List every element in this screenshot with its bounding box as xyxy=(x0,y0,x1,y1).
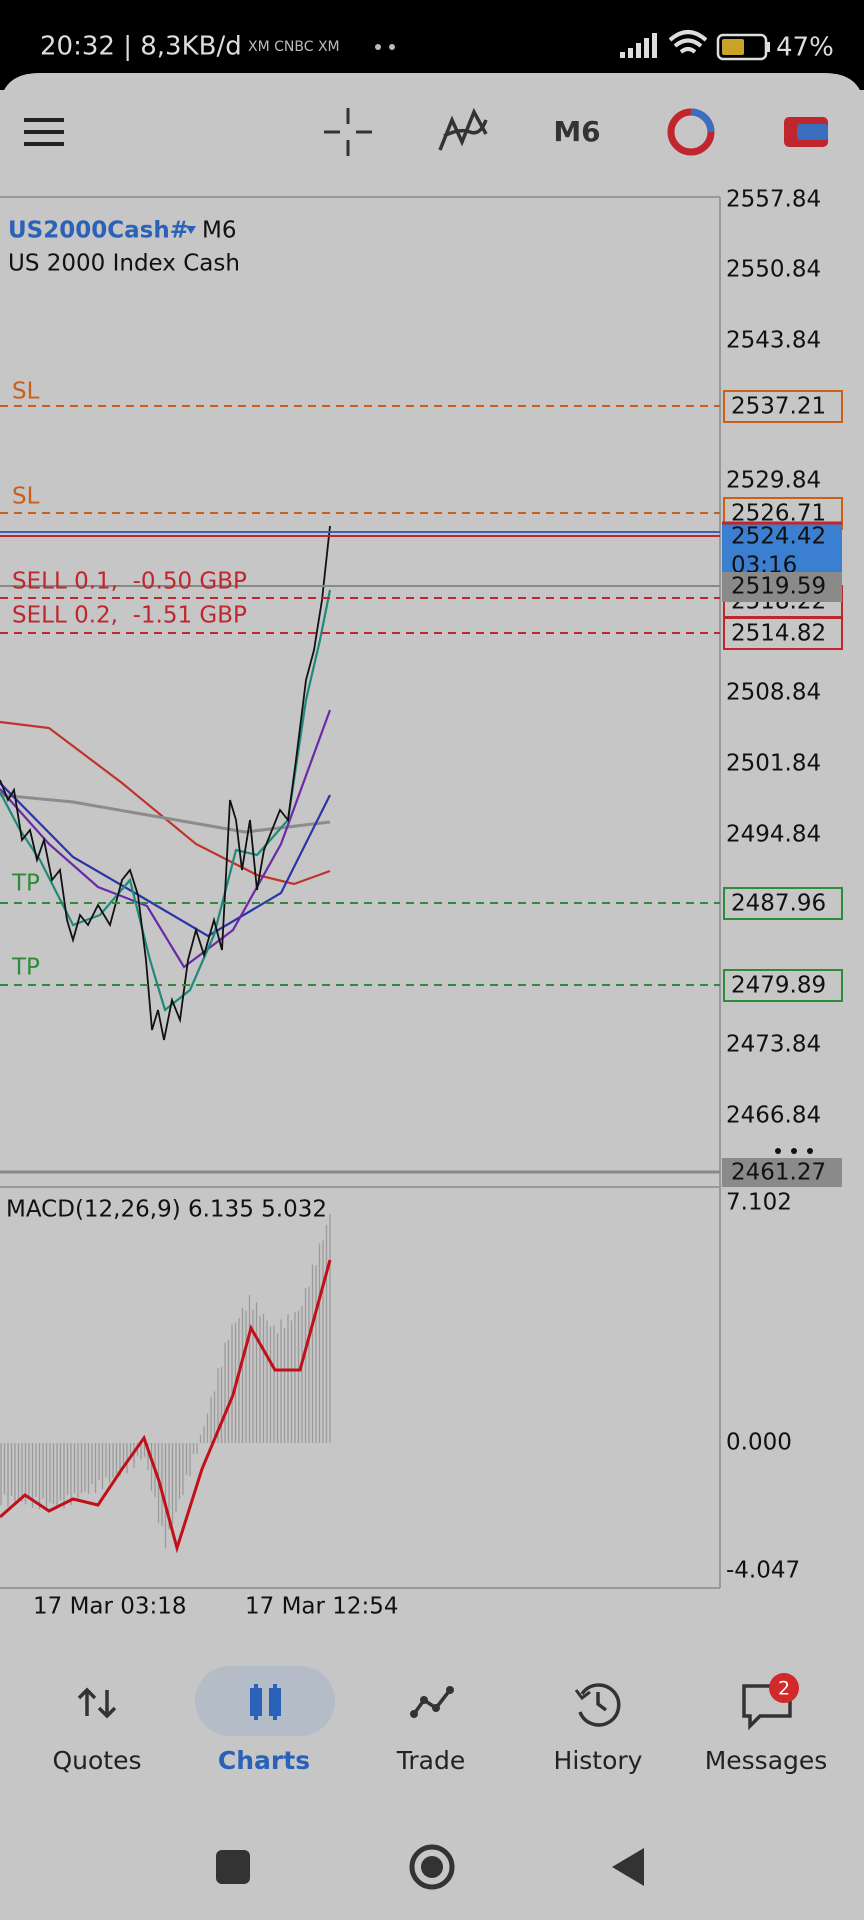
indicator-lines xyxy=(0,589,332,1012)
nav-charts[interactable]: Charts xyxy=(195,1666,335,1775)
order-label: TP xyxy=(11,871,40,897)
order-label: SL xyxy=(12,484,40,510)
macd-axis-label: 0.000 xyxy=(726,1430,792,1456)
order-price: 2479.89 xyxy=(731,973,826,999)
system-home[interactable] xyxy=(409,1844,455,1890)
indicators-button[interactable] xyxy=(438,107,488,151)
bottom-price: 2461.27 xyxy=(731,1160,826,1186)
menu-button[interactable] xyxy=(24,118,64,146)
trade-button[interactable] xyxy=(784,117,828,147)
battery-icon xyxy=(716,33,768,61)
order-price: 2487.96 xyxy=(731,891,826,917)
macd-axis-label: 7.102 xyxy=(726,1190,792,1216)
one-click-trading-button[interactable] xyxy=(667,108,715,156)
order-label: SELL 0.1, -0.50 GBP xyxy=(12,569,247,595)
battery: 47% xyxy=(776,33,834,63)
nav-label: Quotes xyxy=(52,1746,141,1775)
system-recents[interactable] xyxy=(216,1850,250,1884)
time-label: 17 Mar 12:54 xyxy=(245,1594,399,1620)
price-label: 2508.84 xyxy=(726,680,821,706)
chart-timeframe: M6 xyxy=(202,218,236,244)
order-label: SELL 0.2, -1.51 GBP xyxy=(12,603,247,629)
status-info: 20:32 | 8,3KB/d xyxy=(40,32,242,62)
timeframe-button[interactable]: M6 xyxy=(553,115,600,148)
bid-price: 2519.59 xyxy=(731,574,826,600)
order-label: TP xyxy=(11,955,40,981)
nav-label: History xyxy=(554,1746,643,1775)
price-label: 2550.84 xyxy=(726,257,821,283)
symbol-description: US 2000 Index Cash xyxy=(8,251,240,277)
crosshair-button[interactable] xyxy=(324,108,372,156)
price-label: 2466.84 xyxy=(726,1103,821,1129)
messages-badge: 2 xyxy=(778,1678,790,1700)
price-label: 2529.84 xyxy=(726,468,821,494)
symbol[interactable]: US2000Cash# xyxy=(8,218,189,244)
system-back[interactable] xyxy=(612,1848,644,1886)
ask-price: 2524.42 xyxy=(731,524,826,550)
nav-label: Messages xyxy=(705,1746,828,1775)
macd-label: MACD(12,26,9) 6.135 5.032 xyxy=(6,1197,327,1223)
price-label: 2557.84 xyxy=(726,187,821,213)
macd-signal xyxy=(0,1259,332,1554)
price-axis: 2557.84 2550.84 2543.84 2529.84 2508.84 … xyxy=(726,187,821,1129)
order-price: 2514.82 xyxy=(731,621,826,647)
time-label: 17 Mar 03:18 xyxy=(33,1594,187,1620)
price-label: 2473.84 xyxy=(726,1032,821,1058)
nav-trade[interactable]: Trade xyxy=(396,1686,465,1775)
price-label: 2501.84 xyxy=(726,751,821,777)
price-label: 2494.84 xyxy=(726,822,821,848)
nav-label: Charts xyxy=(218,1746,310,1775)
price-candles xyxy=(0,525,331,1041)
signal-icon xyxy=(620,33,657,58)
nav-label: Trade xyxy=(396,1746,465,1775)
nav-messages[interactable]: 2 Messages xyxy=(705,1673,828,1775)
nav-history[interactable]: History xyxy=(554,1683,643,1775)
order-label: SL xyxy=(12,379,40,405)
order-price: 2537.21 xyxy=(731,394,826,420)
price-label: 2543.84 xyxy=(726,328,821,354)
macd-axis-label: -4.047 xyxy=(726,1558,800,1584)
wifi-icon xyxy=(668,30,708,54)
nav-quotes[interactable]: Quotes xyxy=(52,1687,142,1775)
notification-icons: XM CNBC XM xyxy=(248,39,340,55)
